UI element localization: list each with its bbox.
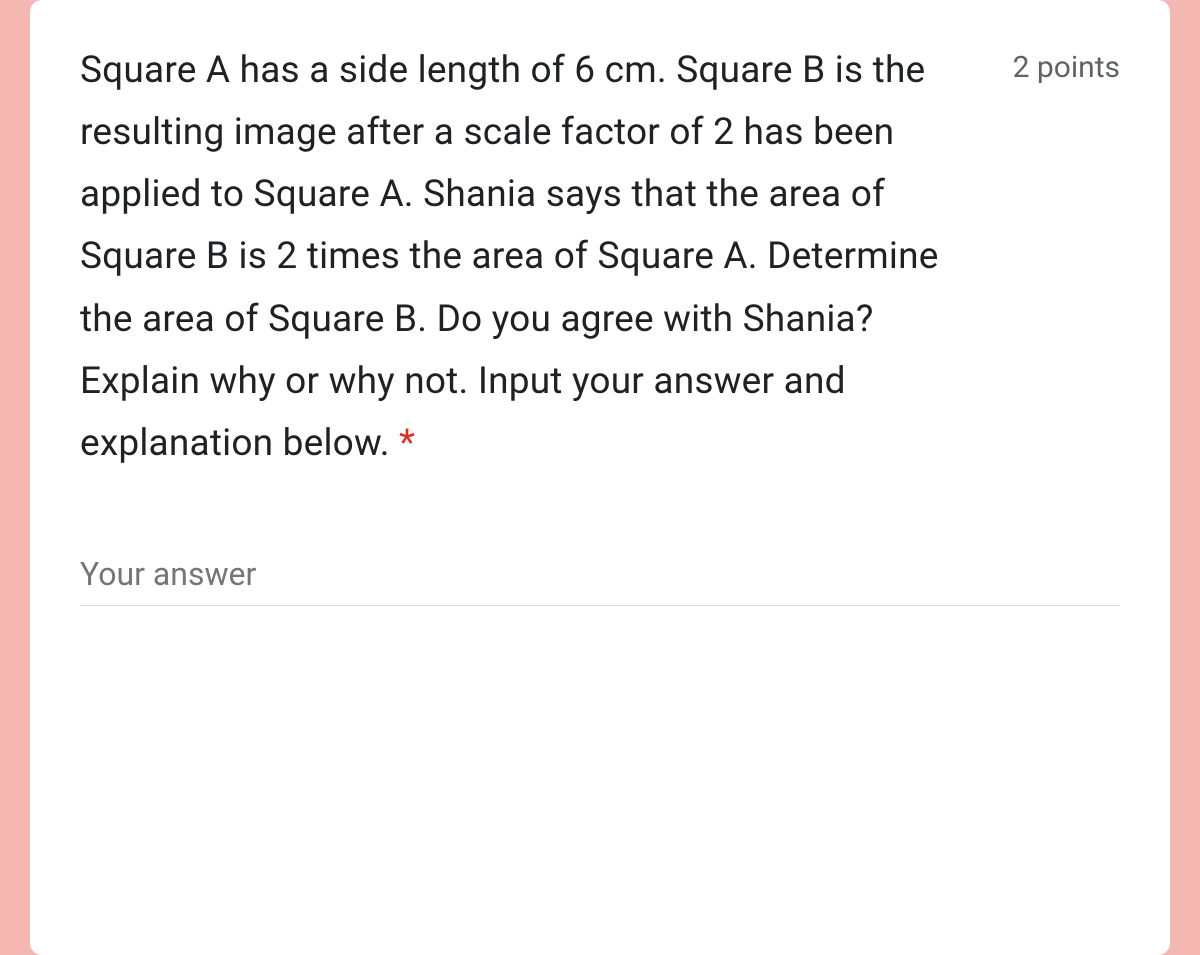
- required-marker: *: [390, 422, 416, 465]
- question-card: Square A has a side length of 6 cm. Squa…: [30, 0, 1170, 955]
- answer-section: [80, 547, 1120, 606]
- question-text: Square A has a side length of 6 cm. Squa…: [80, 49, 939, 465]
- points-label: 2 points: [1013, 40, 1120, 85]
- question-row: Square A has a side length of 6 cm. Squa…: [80, 40, 1120, 475]
- question-text-block: Square A has a side length of 6 cm. Squa…: [80, 40, 983, 475]
- answer-input[interactable]: [80, 547, 1120, 606]
